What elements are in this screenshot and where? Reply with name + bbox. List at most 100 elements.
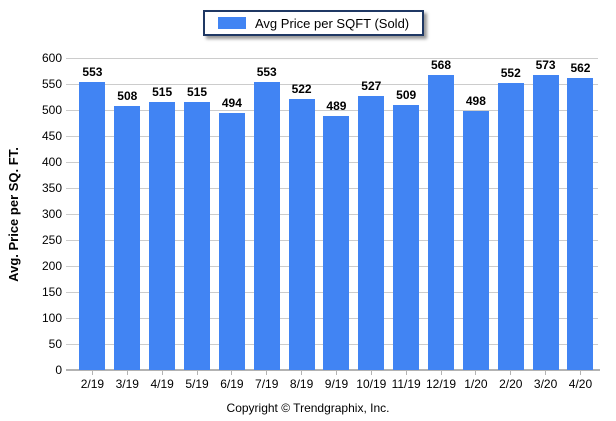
x-axis-cell: 2/20 xyxy=(493,371,528,391)
y-axis: 0 50 100 150 200 250 300 350 400 450 500 550 600 xyxy=(0,0,62,421)
bar xyxy=(323,115,350,370)
bar-value-label: 498 xyxy=(465,94,486,109)
bar-cell: 552 xyxy=(493,58,528,370)
bar xyxy=(497,82,524,370)
x-tick-label: 6/19 xyxy=(220,377,244,391)
bar xyxy=(253,82,280,370)
x-tick-label: 3/19 xyxy=(115,377,139,391)
x-axis-cell: 9/19 xyxy=(319,371,354,391)
bar-cell: 498 xyxy=(458,58,493,370)
x-tick-label: 4/20 xyxy=(568,377,593,391)
bar-value-label: 527 xyxy=(361,78,382,93)
x-axis-cell: 10/19 xyxy=(354,371,389,391)
x-tick-label: 2/20 xyxy=(499,377,523,391)
bar-cell: 568 xyxy=(424,58,459,370)
x-tick xyxy=(335,371,337,375)
y-tick-label: 600 xyxy=(41,51,62,65)
x-tick xyxy=(161,371,163,375)
bar-cell: 522 xyxy=(284,58,319,370)
y-tick-label: 100 xyxy=(41,311,62,325)
y-tick-label: 300 xyxy=(41,207,62,221)
bar xyxy=(428,75,455,370)
gridline xyxy=(66,84,598,85)
bar-cell: 515 xyxy=(145,58,180,370)
x-tick xyxy=(231,371,233,375)
y-tick-label: 550 xyxy=(41,77,62,91)
x-tick xyxy=(545,371,547,375)
y-tick-label: 250 xyxy=(41,233,62,247)
bar-value-label: 568 xyxy=(431,58,452,72)
gridline xyxy=(66,58,598,59)
x-tick xyxy=(440,371,442,375)
x-axis-cell: 1/20 xyxy=(458,371,493,391)
bar-cell: 509 xyxy=(389,58,424,370)
bar-cell: 494 xyxy=(214,58,249,370)
gridline xyxy=(66,110,598,111)
x-axis-cell: 12/19 xyxy=(424,371,459,391)
x-axis-baseline xyxy=(66,369,600,371)
bar-cell: 573 xyxy=(528,58,563,370)
bar-value-label: 489 xyxy=(326,98,347,113)
legend: Avg Price per SQFT (Sold) xyxy=(203,10,425,36)
bar-cell: 489 xyxy=(319,58,354,370)
bar xyxy=(79,82,106,370)
bar xyxy=(358,95,385,370)
x-tick xyxy=(91,371,93,375)
y-tick-label: 450 xyxy=(41,129,62,143)
x-tick xyxy=(196,371,198,375)
bar-value-label: 573 xyxy=(535,58,556,72)
bar-cell: 553 xyxy=(249,58,284,370)
bar-value-label: 494 xyxy=(221,96,242,111)
bar-cell: 527 xyxy=(354,58,389,370)
x-tick-label: 11/19 xyxy=(391,377,421,391)
x-tick xyxy=(510,371,512,375)
x-axis-cell: 2/19 xyxy=(75,371,110,391)
bar-value-label: 508 xyxy=(117,88,138,103)
x-tick-label: 3/20 xyxy=(533,377,558,391)
x-tick xyxy=(266,371,268,375)
bar-value-label: 552 xyxy=(500,65,521,80)
bar-cell: 515 xyxy=(180,58,215,370)
x-axis-cell: 8/19 xyxy=(284,371,319,391)
bar-cell: 562 xyxy=(563,58,598,370)
x-axis-cell: 4/20 xyxy=(563,371,598,391)
bar xyxy=(532,75,559,370)
bar xyxy=(462,111,489,370)
x-axis-cell: 11/19 xyxy=(389,371,424,391)
y-tick-label: 150 xyxy=(41,285,62,299)
x-axis-cell: 5/19 xyxy=(180,371,215,391)
x-axis-cell: 3/19 xyxy=(110,371,145,391)
y-tick-label: 350 xyxy=(41,181,62,195)
bar-cell: 553 xyxy=(75,58,110,370)
bar-value-label: 515 xyxy=(186,85,208,100)
bar xyxy=(114,105,141,370)
bar-value-label: 509 xyxy=(396,88,417,103)
plot-area: 553 508 515 515 494 553 522 489 527 509 568 498 552 5… xyxy=(66,58,598,370)
x-axis-cell: 4/19 xyxy=(145,371,180,391)
x-tick xyxy=(405,371,407,375)
x-tick-label: 12/19 xyxy=(426,377,457,391)
x-axis-cell: 3/20 xyxy=(528,371,563,391)
y-tick-label: 50 xyxy=(48,337,62,351)
x-tick xyxy=(475,371,477,375)
bar xyxy=(288,98,315,370)
bar-value-label: 522 xyxy=(291,81,312,96)
legend-label: Avg Price per SQFT (Sold) xyxy=(255,15,410,31)
x-tick-label: 1/20 xyxy=(464,377,488,391)
y-tick-label: 200 xyxy=(41,259,62,273)
bar-value-label: 515 xyxy=(152,85,173,100)
x-tick xyxy=(126,371,128,375)
x-tick-label: 2/19 xyxy=(80,377,105,391)
x-axis: 2/19 3/19 4/19 5/19 6/19 7/19 8/19 9/19 10/19 11/… xyxy=(75,371,598,391)
bar-value-label: 553 xyxy=(256,65,277,80)
y-tick-label: 500 xyxy=(41,103,62,117)
bars-row: 553 508 515 515 494 553 522 489 527 509 568 498 552 5… xyxy=(75,58,598,370)
x-axis-cell: 7/19 xyxy=(249,371,284,391)
legend-swatch-icon xyxy=(218,17,246,29)
x-tick-label: 5/19 xyxy=(185,377,209,391)
x-tick xyxy=(370,371,372,375)
x-axis-cell: 6/19 xyxy=(214,371,249,391)
x-tick-label: 7/19 xyxy=(255,377,279,391)
bar-value-label: 553 xyxy=(82,65,103,80)
